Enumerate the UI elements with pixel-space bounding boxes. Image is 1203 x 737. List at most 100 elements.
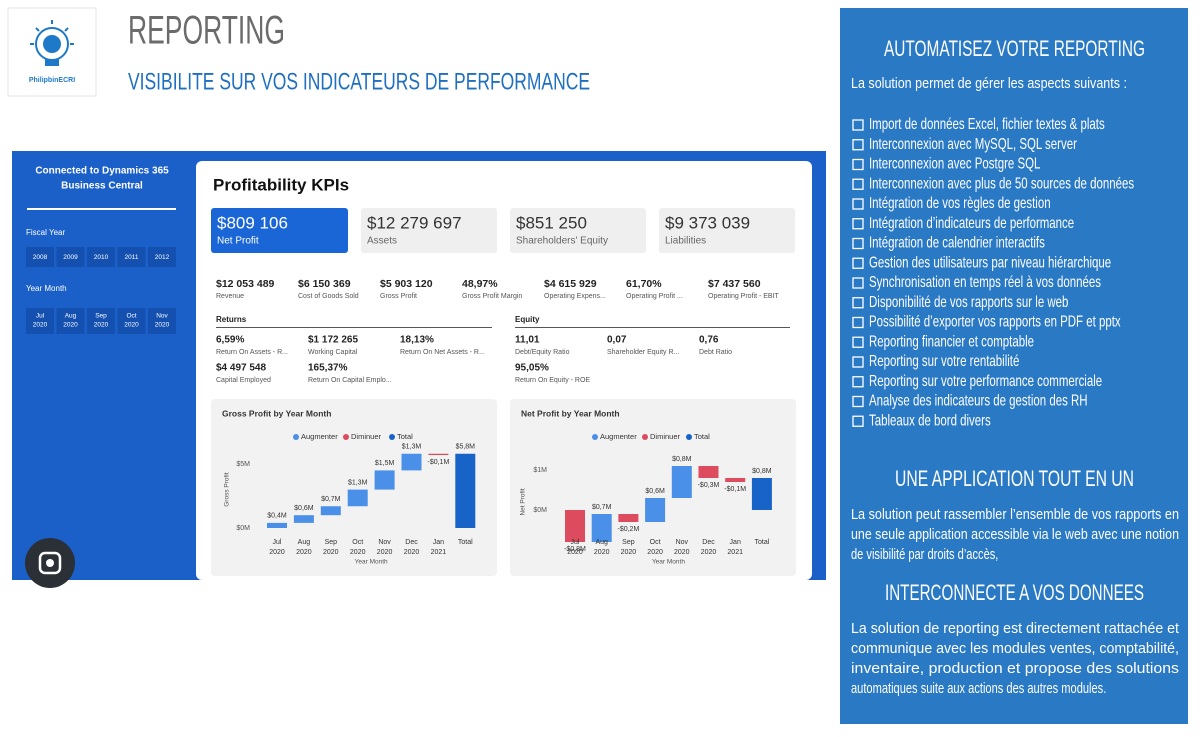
checkbox	[852, 297, 864, 309]
x-tick-label: Jul	[273, 539, 282, 546]
checkbox	[852, 277, 864, 289]
legend-label: Total	[694, 432, 710, 441]
x-tick-label: Nov	[378, 539, 391, 546]
month-button-label: 2020	[63, 322, 78, 329]
legend-swatch	[293, 434, 299, 440]
filter-label: Fiscal Year	[26, 228, 65, 237]
month-button[interactable]	[87, 308, 115, 334]
metric-value: 6,59%	[216, 335, 244, 346]
logo-icon	[30, 20, 74, 66]
waterfall-bar	[698, 466, 719, 478]
year-button[interactable]	[148, 247, 176, 267]
metric-label: Return On Assets - R...	[216, 349, 288, 356]
x-tick-label: Jul	[571, 539, 580, 546]
lens-button[interactable]	[25, 538, 75, 588]
checkbox	[852, 218, 864, 230]
panel-heading: AUTOMATISEZ VOTRE REPORTING	[884, 36, 1145, 61]
kpi-card-label: Net Profit	[217, 236, 259, 247]
feature-item: Analyse des indicateurs de gestion des R…	[869, 392, 1088, 409]
month-button[interactable]	[26, 308, 54, 334]
legend-swatch	[343, 434, 349, 440]
month-button[interactable]	[117, 308, 146, 334]
year-button[interactable]	[26, 247, 54, 267]
page-subtitle: VISIBILITE SUR VOS INDICATEURS DE PERFOR…	[128, 68, 590, 95]
year-button-label: 2010	[94, 254, 109, 261]
y-tick-label: $5M	[236, 461, 250, 468]
year-button[interactable]	[87, 247, 115, 267]
checkbox	[852, 119, 864, 131]
chart-title: Net Profit by Year Month	[521, 408, 620, 418]
metric-label: Debt Ratio	[699, 349, 732, 356]
waterfall-bar	[267, 522, 287, 528]
filter-label: Year Month	[26, 284, 67, 293]
x-tick-label: Total	[458, 539, 473, 546]
kpi-label: Operating Profit - EBIT	[708, 293, 780, 300]
kpi-card-label: Assets	[367, 236, 397, 247]
x-tick-label: 2020	[296, 549, 312, 556]
metric-label: Shareholder Equity R...	[607, 349, 679, 356]
waterfall-bar	[725, 478, 746, 482]
feature-item: Interconnexion avec Postgre SQL	[869, 155, 1041, 172]
kpi-value: $7 437 560	[708, 278, 761, 290]
data-label: -$0,3M	[698, 482, 720, 489]
metric-value: 11,01	[515, 335, 540, 346]
waterfall-bar	[374, 470, 395, 490]
kpi-card	[361, 208, 497, 253]
legend-swatch	[592, 434, 598, 440]
x-tick-label: 2020	[674, 549, 690, 556]
x-tick-label: Jan	[730, 539, 741, 546]
x-tick-label: Sep	[325, 539, 338, 546]
data-label: $0,6M	[294, 505, 314, 512]
year-button-label: 2011	[125, 254, 139, 261]
feature-item: Gestion des utilisateurs par niveau hiér…	[869, 254, 1111, 271]
data-label: $0,6M	[645, 488, 665, 495]
month-button[interactable]	[56, 308, 85, 334]
year-button-label: 2012	[155, 254, 170, 261]
lens-frame[interactable]	[38, 551, 62, 575]
section-title: Returns	[216, 315, 247, 324]
x-tick-label: 2020	[350, 549, 366, 556]
paragraph-line: communique avec les modules ventes, comp…	[851, 640, 1179, 657]
data-label: $1,3M	[402, 444, 422, 451]
kpi-label: Cost of Goods Sold	[298, 293, 359, 300]
kpi-value: 48,97%	[462, 278, 498, 290]
metric-value: $4 497 548	[216, 363, 266, 374]
metric-value: 165,37%	[308, 363, 348, 374]
panel-heading: INTERCONNECTE A VOS DONNEES	[885, 580, 1144, 605]
paragraph-line: de visibilité par droits d’accès,	[851, 545, 998, 562]
kpi-card-label: Liabilities	[665, 236, 706, 247]
checkbox	[852, 178, 864, 190]
year-button-label: 2008	[33, 254, 48, 261]
month-button-label: Nov	[156, 313, 168, 320]
data-label: $1,5M	[375, 460, 395, 467]
kpi-label: Gross Profit	[380, 293, 417, 300]
x-tick-label: 2020	[594, 549, 610, 556]
feature-item: Intégration d’indicateurs de performance	[869, 214, 1074, 231]
waterfall-bar	[645, 498, 666, 522]
x-tick-label: 2020	[404, 549, 420, 556]
year-button[interactable]	[56, 247, 85, 267]
data-label: -$0,8M	[564, 546, 586, 553]
x-axis-label: Year Month	[652, 559, 685, 566]
data-label: $0,4M	[267, 513, 287, 520]
feature-item: Reporting sur votre rentabilité	[869, 352, 1019, 369]
kpi-value: $6 150 369	[298, 278, 351, 290]
metric-value: 0,07	[607, 335, 627, 346]
lens-dot[interactable]	[46, 559, 54, 567]
feature-item: Disponibilité de vos rapports sur le web	[869, 293, 1068, 310]
data-label: -$0,1M	[428, 459, 450, 466]
month-button[interactable]	[148, 308, 176, 334]
data-label: $0,8M	[752, 468, 772, 475]
y-tick-label: $0M	[236, 525, 250, 532]
paragraph-line: une seule application accessible via le …	[851, 526, 1179, 543]
year-button[interactable]	[117, 247, 146, 267]
kpi-card-label: Shareholders' Equity	[516, 236, 608, 247]
metric-label: Return On Equity - ROE	[515, 377, 590, 384]
y-tick-label: $0M	[533, 507, 547, 514]
sidebar-divider	[27, 208, 176, 210]
feature-item: Possibilité d’exporter vos rapports en P…	[869, 313, 1121, 330]
kpi-card-value: $851 250	[516, 213, 587, 232]
checkbox	[852, 356, 864, 368]
info-panel	[840, 8, 1188, 724]
y-axis-label: Net Profit	[520, 488, 527, 515]
